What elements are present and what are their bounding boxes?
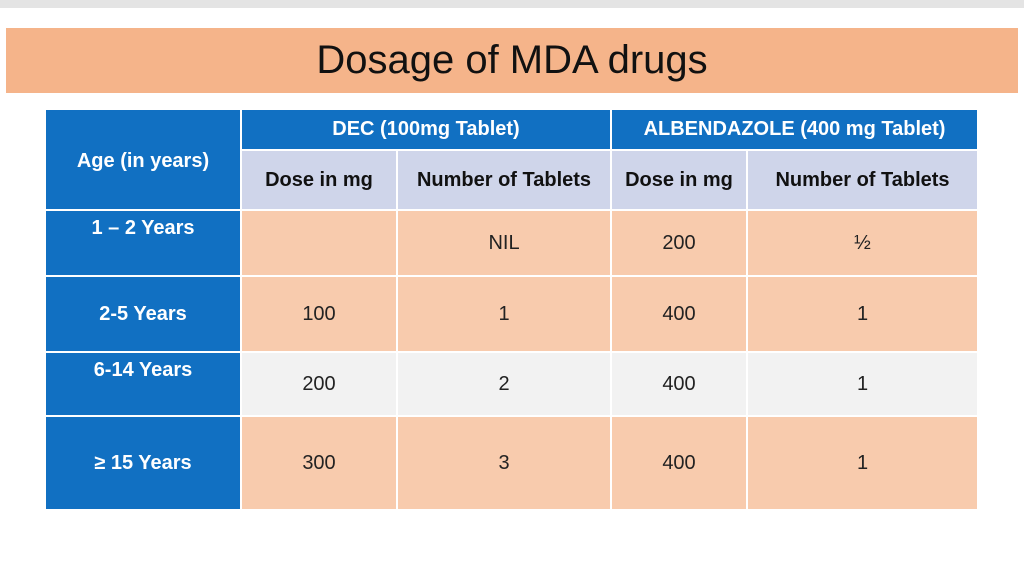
title-band: Dosage of MDA drugs — [6, 28, 1018, 93]
column-header: Dose in mg — [611, 150, 747, 210]
data-cell: 1 — [747, 416, 978, 510]
row-label: 2-5 Years — [45, 276, 241, 352]
data-cell: 400 — [611, 352, 747, 416]
row-label: 1 – 2 Years — [45, 210, 241, 276]
data-cell — [241, 210, 397, 276]
data-cell: 300 — [241, 416, 397, 510]
data-cell: 200 — [611, 210, 747, 276]
data-cell: 400 — [611, 416, 747, 510]
column-header: Number of Tablets — [397, 150, 611, 210]
column-header: Number of Tablets — [747, 150, 978, 210]
data-cell: 1 — [747, 276, 978, 352]
title: Dosage of MDA drugs — [316, 38, 708, 82]
row-label: 6-14 Years — [45, 352, 241, 416]
data-cell: ½ — [747, 210, 978, 276]
data-cell: 2 — [397, 352, 611, 416]
data-cell: NIL — [397, 210, 611, 276]
group-header: DEC (100mg Tablet) — [241, 109, 611, 150]
data-cell: 400 — [611, 276, 747, 352]
data-cell: 100 — [241, 276, 397, 352]
data-cell: 1 — [397, 276, 611, 352]
group-header: ALBENDAZOLE (400 mg Tablet) — [611, 109, 978, 150]
data-cell: 3 — [397, 416, 611, 510]
top-bar — [0, 0, 1024, 8]
column-header: Dose in mg — [241, 150, 397, 210]
data-cell: 1 — [747, 352, 978, 416]
data-cell: 200 — [241, 352, 397, 416]
row-label: ≥ 15 Years — [45, 416, 241, 510]
corner-header: Age (in years) — [45, 109, 241, 210]
